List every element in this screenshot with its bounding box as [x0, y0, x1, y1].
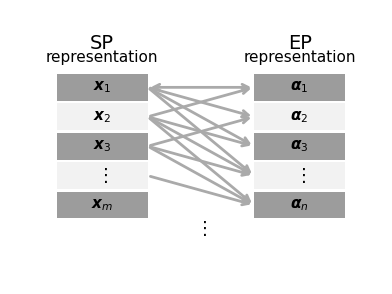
Bar: [254, 162, 345, 189]
Bar: [56, 192, 148, 218]
Text: representation: representation: [243, 50, 356, 66]
Text: $\boldsymbol{x}_1$: $\boldsymbol{x}_1$: [93, 79, 111, 95]
Text: $\boldsymbol{\alpha}_2$: $\boldsymbol{\alpha}_2$: [290, 109, 309, 125]
Bar: [254, 103, 345, 130]
Text: $\boldsymbol{x}_m$: $\boldsymbol{x}_m$: [91, 197, 113, 213]
Text: $\boldsymbol{\alpha}_n$: $\boldsymbol{\alpha}_n$: [290, 197, 309, 213]
Bar: [56, 162, 148, 189]
Text: $\vdots$: $\vdots$: [195, 219, 207, 238]
Text: $\vdots$: $\vdots$: [294, 166, 306, 185]
Bar: [254, 192, 345, 218]
Bar: [56, 103, 148, 130]
Text: $\boldsymbol{x}_3$: $\boldsymbol{x}_3$: [93, 138, 111, 154]
Text: $\boldsymbol{x}_2$: $\boldsymbol{x}_2$: [93, 109, 111, 125]
Text: $\vdots$: $\vdots$: [96, 166, 108, 185]
Text: $\boldsymbol{\alpha}_1$: $\boldsymbol{\alpha}_1$: [290, 79, 309, 95]
Bar: [56, 133, 148, 160]
Text: SP: SP: [90, 34, 114, 53]
Bar: [254, 133, 345, 160]
Bar: [56, 74, 148, 101]
Text: $\boldsymbol{\alpha}_3$: $\boldsymbol{\alpha}_3$: [290, 138, 309, 154]
Bar: [254, 74, 345, 101]
Text: EP: EP: [288, 34, 312, 53]
Text: representation: representation: [46, 50, 158, 66]
